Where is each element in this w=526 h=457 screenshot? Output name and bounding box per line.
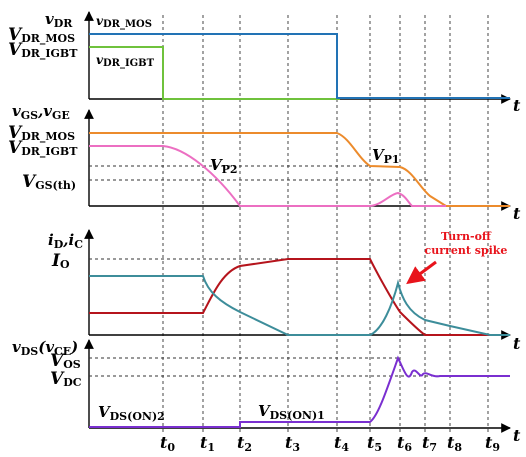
panel-current: iD,iC IO Turn-off current spike t: [48, 229, 521, 353]
dr-level-igbt: VDR_IGBT: [8, 40, 78, 61]
time-mark-8: t8: [447, 433, 462, 454]
cur-io-label: IO: [51, 251, 70, 271]
gs-t-label: t: [513, 204, 521, 223]
time-marker-lines: [162, 15, 489, 432]
spike-annotation-line1: Turn-off: [441, 230, 492, 243]
gs-level-threshold: VGS(th): [22, 172, 76, 192]
spike-annotation-arrow: [406, 260, 437, 285]
time-mark-10: t: [513, 426, 521, 445]
dr-ylabel: vDR: [45, 10, 73, 30]
trace-id-mos: [89, 275, 510, 336]
cur-t-label: t: [513, 334, 521, 353]
time-mark-2: t2: [237, 433, 252, 454]
gs-vp2-label: VP2: [210, 156, 238, 176]
gs-ylabel: vGS,vGE: [12, 102, 70, 122]
time-mark-4: t4: [334, 433, 349, 454]
dr-trace-mos-label: vDR_MOS: [96, 14, 152, 30]
dr-trace-igbt-label: vDR_IGBT: [96, 53, 155, 69]
vds-vos-label: VOS: [50, 351, 81, 371]
dr-level-mos: VDR_MOS: [8, 25, 75, 46]
time-mark-9: t9: [485, 433, 500, 454]
panel-drive-voltage: vDR VDR_MOS VDR_IGBT vDR_MOS vDR_IGBT t: [8, 10, 521, 115]
dr-t-label: t: [513, 96, 521, 115]
vds-on1-label: VDS(ON)1: [258, 402, 325, 422]
cur-ylabel: iD,iC: [48, 231, 83, 251]
time-mark-0: t0: [160, 433, 175, 454]
time-mark-3: t3: [285, 433, 300, 454]
trace-vgs-mos: [89, 132, 510, 207]
trace-vdr-igbt: [89, 46, 340, 100]
gs-level-mos: VDR_MOS: [8, 123, 75, 144]
time-mark-1: t1: [200, 433, 215, 454]
trace-ic-igbt: [89, 258, 510, 336]
time-mark-5: t5: [367, 433, 382, 454]
vds-ylabel: vDS(vCE): [12, 338, 78, 358]
panel-drain-source-voltage: vDS(vCE) VOS VDC VDS(ON)2 VDS(ON)1: [12, 338, 511, 433]
time-axis-labels: t0 t1 t2 t3 t4 t5 t6 t7 t8 t9 t: [160, 426, 521, 454]
trace-vdr-mos: [89, 33, 510, 99]
vds-vdc-label: VDC: [50, 369, 82, 389]
trace-vge-igbt: [89, 145, 446, 207]
vds-on2-label: VDS(ON)2: [98, 403, 165, 423]
panel-gate-voltage: vGS,vGE VDR_MOS VDR_IGBT VGS(th) VP2 VP1…: [8, 102, 521, 223]
time-mark-7: t7: [422, 433, 437, 454]
spike-annotation-line2: current spike: [425, 244, 508, 257]
trace-vds: [89, 355, 510, 428]
time-mark-6: t6: [397, 433, 412, 454]
gs-level-igbt: VDR_IGBT: [8, 138, 78, 159]
gs-vp1-label: VP1: [372, 146, 400, 166]
